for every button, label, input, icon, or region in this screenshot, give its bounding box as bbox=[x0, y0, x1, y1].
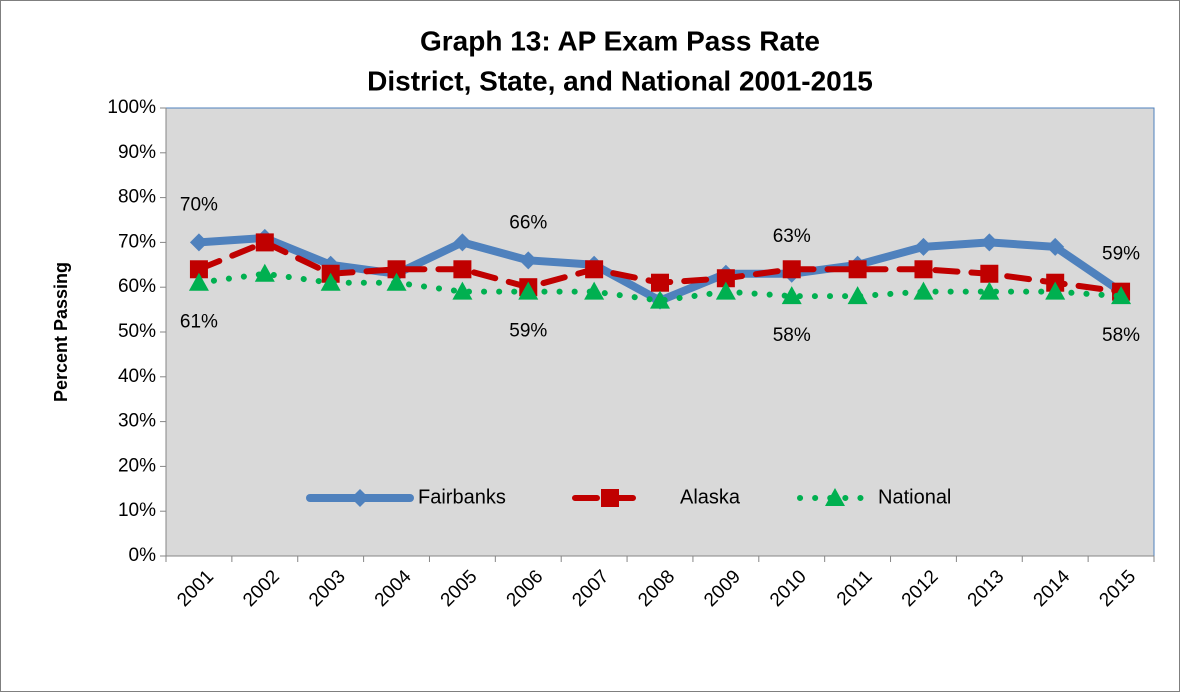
data-label: 59% bbox=[509, 321, 547, 342]
square-marker bbox=[848, 260, 867, 279]
diamond-marker bbox=[453, 233, 472, 252]
diamond-marker bbox=[980, 233, 999, 252]
square-marker bbox=[782, 260, 801, 279]
data-label: 63% bbox=[773, 226, 811, 247]
square-marker bbox=[189, 260, 208, 279]
triangle-marker bbox=[386, 272, 407, 291]
series-line bbox=[195, 270, 1125, 304]
square-marker bbox=[255, 233, 274, 252]
y-tick-label: 40% bbox=[118, 366, 156, 387]
square-marker bbox=[585, 260, 604, 279]
legend-label: Fairbanks bbox=[418, 486, 506, 508]
chart-title: District, State, and National 2001-2015 bbox=[367, 65, 873, 96]
diamond-marker bbox=[519, 251, 538, 270]
triangle-marker bbox=[1111, 286, 1132, 305]
data-label: 66% bbox=[509, 212, 547, 233]
y-axis-title: Percent Passing bbox=[51, 262, 71, 402]
square-marker bbox=[914, 260, 933, 279]
triangle-marker bbox=[781, 286, 802, 305]
triangle-marker bbox=[254, 263, 275, 282]
triangle-marker bbox=[320, 272, 341, 291]
triangle-marker bbox=[584, 281, 605, 300]
y-tick-label: 70% bbox=[118, 231, 156, 252]
diamond-marker bbox=[351, 489, 369, 507]
diamond-marker bbox=[1046, 237, 1065, 256]
triangle-marker bbox=[913, 281, 934, 300]
triangle-marker bbox=[979, 281, 1000, 300]
y-tick-label: 80% bbox=[118, 187, 156, 208]
data-label: 59% bbox=[1102, 244, 1140, 265]
y-tick-label: 0% bbox=[129, 545, 157, 566]
y-tick-label: 10% bbox=[118, 500, 156, 521]
diamond-marker bbox=[189, 233, 208, 252]
data-label: 70% bbox=[180, 194, 218, 215]
triangle-marker bbox=[847, 286, 868, 305]
legend-label: Alaska bbox=[680, 486, 741, 508]
square-marker bbox=[453, 260, 472, 279]
triangle-marker bbox=[715, 281, 736, 300]
y-tick-label: 50% bbox=[118, 321, 156, 342]
plot-area bbox=[165, 107, 1155, 557]
triangle-marker bbox=[650, 290, 670, 309]
triangle-marker bbox=[518, 281, 539, 300]
data-label: 61% bbox=[180, 312, 218, 333]
y-tick-label: 100% bbox=[107, 97, 156, 118]
triangle-marker bbox=[452, 281, 473, 300]
data-label: 58% bbox=[773, 325, 811, 346]
y-tick-label: 90% bbox=[118, 142, 156, 163]
y-tick-label: 30% bbox=[118, 411, 156, 432]
diamond-marker bbox=[914, 237, 933, 256]
square-marker bbox=[651, 273, 669, 292]
square-marker bbox=[601, 489, 619, 507]
triangle-marker bbox=[825, 488, 845, 506]
legend-label: National bbox=[878, 486, 951, 508]
triangle-marker bbox=[188, 272, 209, 291]
triangle-marker bbox=[1045, 281, 1066, 300]
data-label: 58% bbox=[1102, 325, 1140, 346]
square-marker bbox=[387, 260, 406, 279]
square-marker bbox=[980, 264, 999, 283]
square-marker bbox=[716, 269, 735, 288]
chart-title: Graph 13: AP Exam Pass Rate bbox=[420, 25, 820, 56]
y-tick-label: 60% bbox=[118, 276, 156, 297]
y-tick-label: 20% bbox=[118, 455, 156, 476]
